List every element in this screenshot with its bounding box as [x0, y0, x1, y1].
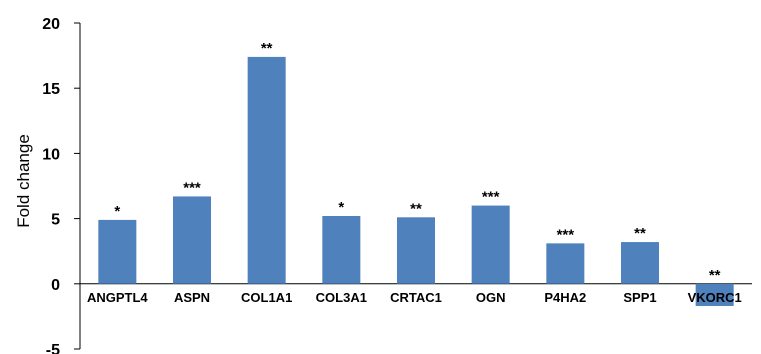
significance-marker: *** [557, 226, 575, 243]
category-label: OGN [476, 290, 506, 305]
significance-marker: *** [183, 179, 201, 196]
significance-marker: *** [482, 189, 500, 206]
bar [173, 196, 211, 284]
bar [247, 56, 286, 284]
y-tick-labels: 20 15 10 5 0 -5 [42, 16, 60, 354]
category-label: ANGPTL4 [87, 290, 148, 305]
bar [471, 205, 510, 284]
y-tick-label: 20 [42, 16, 60, 33]
category-label: VKORC1 [688, 290, 742, 305]
y-tick-label: -5 [46, 342, 60, 354]
significance-markers: ******* ******** **** [114, 40, 720, 284]
significance-marker: ** [410, 200, 422, 217]
category-label: COL1A1 [241, 290, 292, 305]
category-label: COL3A1 [316, 290, 367, 305]
bar [546, 243, 585, 284]
category-label: CRTAC1 [390, 290, 442, 305]
bar [322, 215, 361, 284]
y-tick-label: 15 [42, 81, 60, 98]
significance-marker: ** [709, 267, 721, 284]
category-label: ASPN [174, 290, 210, 305]
category-labels: ANGPTL4 ASPN COL1A1 COL3A1 CRTAC1 OGN P4HA2 SPP… [87, 290, 742, 305]
y-tick-label: 10 [42, 146, 60, 163]
category-label: SPP1 [623, 290, 656, 305]
significance-marker: * [114, 203, 120, 220]
significance-marker: ** [634, 225, 646, 242]
bar [98, 219, 137, 284]
bars [98, 56, 734, 306]
category-label: P4HA2 [544, 290, 586, 305]
y-axis-label: Fold change [14, 134, 33, 228]
bar [695, 283, 734, 306]
y-tick-label: 5 [51, 212, 60, 229]
y-tick-label: 0 [51, 277, 60, 294]
bar [397, 217, 435, 284]
significance-marker: ** [261, 40, 273, 57]
significance-marker: * [338, 199, 344, 216]
bar [621, 242, 659, 284]
